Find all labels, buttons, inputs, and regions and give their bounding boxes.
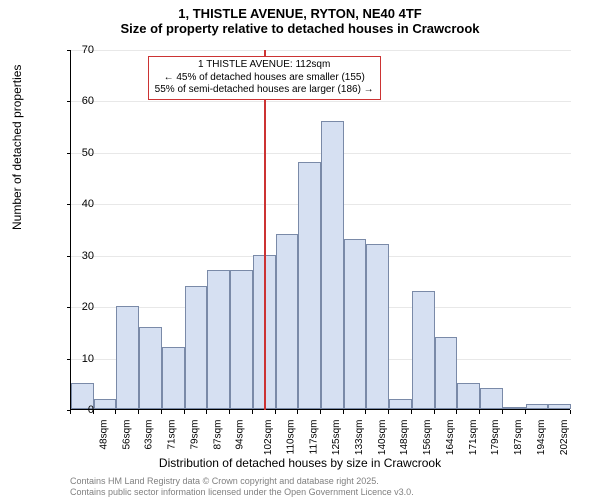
xtick-label: 94sqm: [235, 420, 246, 450]
ytick-label: 70: [64, 44, 94, 56]
bar: [480, 388, 503, 409]
xtick-mark: [388, 410, 389, 414]
xtick-mark: [411, 410, 412, 414]
xtick-label: 79sqm: [189, 420, 200, 450]
xtick-label: 187sqm: [513, 420, 524, 456]
bar: [366, 244, 389, 409]
bar: [435, 337, 458, 409]
annotation-box: 1 THISTLE AVENUE: 112sqm← 45% of detache…: [148, 56, 381, 100]
xtick-label: 117sqm: [308, 420, 319, 455]
bar: [139, 327, 162, 409]
xtick-label: 171sqm: [468, 420, 479, 456]
xtick-label: 156sqm: [422, 420, 433, 456]
xtick-mark: [570, 410, 571, 414]
bar: [230, 270, 253, 409]
xtick-label: 202sqm: [559, 420, 570, 456]
xtick-label: 87sqm: [212, 420, 223, 450]
xtick-label: 110sqm: [285, 420, 296, 455]
ytick-label: 0: [64, 404, 94, 416]
footer-line-1: Contains HM Land Registry data © Crown c…: [70, 476, 414, 487]
footer-line-2: Contains public sector information licen…: [70, 487, 414, 498]
xtick-mark: [138, 410, 139, 414]
xtick-label: 56sqm: [121, 420, 132, 450]
grid-line: [71, 101, 571, 102]
xtick-mark: [525, 410, 526, 414]
title-line-1: 1, THISTLE AVENUE, RYTON, NE40 4TF: [0, 0, 600, 21]
bar: [162, 347, 185, 409]
chart-area: 1 THISTLE AVENUE: 112sqm← 45% of detache…: [70, 50, 570, 410]
xtick-label: 133sqm: [354, 420, 365, 456]
xtick-mark: [434, 410, 435, 414]
grid-line: [71, 50, 571, 51]
annotation-line1: 1 THISTLE AVENUE: 112sqm: [155, 59, 374, 72]
xtick-label: 148sqm: [400, 420, 411, 456]
xtick-label: 194sqm: [536, 420, 547, 456]
xtick-label: 179sqm: [490, 420, 501, 456]
xtick-label: 48sqm: [99, 420, 110, 450]
xtick-mark: [320, 410, 321, 414]
ytick-label: 50: [64, 147, 94, 159]
xtick-label: 140sqm: [377, 420, 388, 456]
xtick-mark: [365, 410, 366, 414]
reference-line: [264, 50, 266, 410]
xtick-mark: [275, 410, 276, 414]
xtick-label: 63sqm: [144, 420, 155, 450]
xtick-mark: [184, 410, 185, 414]
x-axis-label: Distribution of detached houses by size …: [0, 456, 600, 470]
footer-attribution: Contains HM Land Registry data © Crown c…: [70, 476, 414, 498]
bar: [207, 270, 230, 409]
bar: [457, 383, 480, 409]
xtick-mark: [252, 410, 253, 414]
bar: [185, 286, 208, 409]
annotation-line2: ← 45% of detached houses are smaller (15…: [155, 72, 374, 85]
annotation-line3: 55% of semi-detached houses are larger (…: [155, 84, 374, 97]
plot-region: 1 THISTLE AVENUE: 112sqm← 45% of detache…: [70, 50, 570, 410]
bar: [503, 407, 526, 409]
xtick-mark: [343, 410, 344, 414]
xtick-label: 125sqm: [331, 420, 342, 456]
xtick-label: 71sqm: [167, 420, 178, 450]
title-line-2: Size of property relative to detached ho…: [0, 21, 600, 40]
bar: [298, 162, 321, 409]
xtick-label: 102sqm: [263, 420, 274, 456]
xtick-mark: [206, 410, 207, 414]
chart-container: 1, THISTLE AVENUE, RYTON, NE40 4TF Size …: [0, 0, 600, 500]
bar: [94, 399, 117, 409]
ytick-label: 30: [64, 250, 94, 262]
xtick-label: 164sqm: [445, 420, 456, 456]
ytick-label: 60: [64, 95, 94, 107]
bar: [412, 291, 435, 409]
xtick-mark: [229, 410, 230, 414]
bar: [276, 234, 299, 409]
bar: [116, 306, 139, 409]
xtick-mark: [479, 410, 480, 414]
y-axis-label: Number of detached properties: [10, 65, 24, 230]
xtick-mark: [502, 410, 503, 414]
xtick-mark: [115, 410, 116, 414]
ytick-label: 10: [64, 353, 94, 365]
xtick-mark: [297, 410, 298, 414]
bar: [344, 239, 367, 409]
bar: [548, 404, 571, 409]
xtick-mark: [161, 410, 162, 414]
xtick-mark: [456, 410, 457, 414]
ytick-label: 40: [64, 198, 94, 210]
bar: [389, 399, 412, 409]
bar: [526, 404, 549, 409]
bar: [321, 121, 344, 409]
ytick-label: 20: [64, 301, 94, 313]
